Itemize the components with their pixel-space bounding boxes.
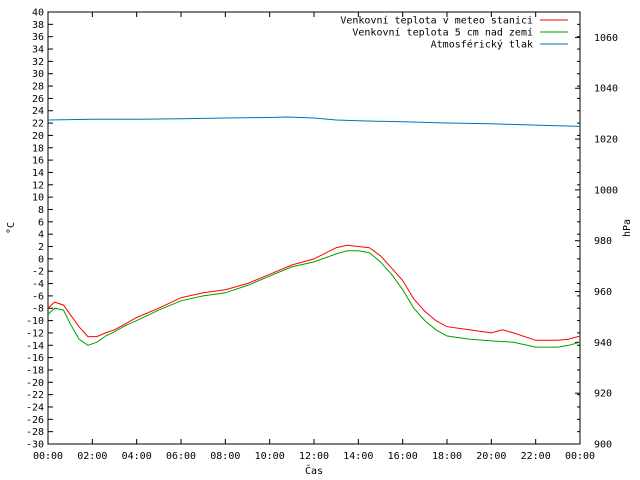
left-tick-label: -20 [26, 378, 44, 389]
left-tick-label: 36 [32, 32, 44, 43]
x-tick-label: 18:00 [432, 451, 462, 462]
left-tick-label: 34 [32, 45, 44, 56]
x-tick-label: 10:00 [255, 451, 285, 462]
left-tick-label: -10 [26, 316, 44, 327]
legend-entry-label: Venkovní teplota v meteo stanici [340, 15, 533, 27]
x-axis-title: Čas [305, 464, 323, 477]
x-tick-label: 02:00 [77, 451, 107, 462]
legend-entry-label: Atmosférický tlak [431, 39, 533, 51]
right-tick-label: 960 [594, 287, 612, 298]
left-tick-label: 14 [32, 168, 44, 179]
left-tick-label: -6 [32, 291, 44, 302]
right-tick-label: 940 [594, 338, 612, 349]
left-tick-label: 0 [38, 254, 44, 265]
right-tick-label: 1060 [594, 33, 618, 44]
left-tick-label: -12 [26, 328, 44, 339]
left-tick-label: -18 [26, 365, 44, 376]
left-tick-label: 4 [38, 230, 44, 241]
left-tick-label: 30 [32, 69, 44, 80]
right-tick-label: 1020 [594, 135, 618, 146]
left-tick-label: 38 [32, 20, 44, 31]
left-axis: 4038363432302826242220181614121086420-2-… [26, 8, 580, 451]
x-tick-label: 06:00 [166, 451, 196, 462]
x-tick-label: 08:00 [210, 451, 240, 462]
left-tick-label: -22 [26, 390, 44, 401]
right-tick-label: 900 [594, 440, 612, 451]
left-tick-label: 20 [32, 131, 44, 142]
left-tick-label: 24 [32, 106, 44, 117]
left-tick-label: -28 [26, 427, 44, 438]
plot-frame [47, 11, 581, 445]
series-line-0 [47, 244, 581, 341]
left-tick-label: -24 [26, 402, 44, 413]
right-tick-label: 1000 [594, 185, 618, 196]
y-axis-title-left: °C [6, 222, 17, 234]
right-tick-label: 1040 [594, 84, 618, 95]
series-line-1 [47, 250, 581, 348]
legend-entry-label: Venkovní teplota 5 cm nad zemí [352, 27, 533, 39]
right-tick-label: 980 [594, 236, 612, 247]
y-axis-title-right: hPa [622, 219, 633, 237]
x-tick-label: 14:00 [343, 451, 373, 462]
left-tick-label: 12 [32, 180, 44, 191]
left-tick-label: -26 [26, 415, 44, 426]
series-lines [47, 116, 581, 348]
left-tick-label: -2 [32, 267, 44, 278]
left-tick-label: 32 [32, 57, 44, 68]
left-tick-label: 40 [32, 8, 44, 19]
left-tick-label: 28 [32, 82, 44, 93]
x-tick-label: 00:00 [33, 451, 63, 462]
left-tick-label: 8 [38, 205, 44, 216]
x-tick-label: 04:00 [122, 451, 152, 462]
left-tick-label: 6 [38, 217, 44, 228]
left-tick-label: 2 [38, 242, 44, 253]
left-tick-label: 16 [32, 156, 44, 167]
x-tick-label: 00:00 [565, 451, 595, 462]
left-tick-label: -16 [26, 353, 44, 364]
x-tick-label: 16:00 [388, 451, 418, 462]
right-tick-label: 920 [594, 389, 612, 400]
left-tick-label: -14 [26, 341, 44, 352]
x-tick-label: 20:00 [476, 451, 506, 462]
left-tick-label: 22 [32, 119, 44, 130]
series-line-2 [47, 116, 581, 127]
left-tick-label: -30 [26, 440, 44, 451]
left-tick-label: 18 [32, 143, 44, 154]
x-tick-label: 12:00 [299, 451, 329, 462]
left-tick-label: -8 [32, 304, 44, 315]
x-tick-label: 22:00 [521, 451, 551, 462]
left-tick-label: 10 [32, 193, 44, 204]
left-tick-label: 26 [32, 94, 44, 105]
right-axis: 1060 1040 1020 1000 980 960 940 920 900 [575, 33, 618, 451]
x-axis: 00:00 02:00 04:00 06:00 08:00 10:00 12:00 14:00… [33, 12, 595, 462]
left-tick-label: -4 [32, 279, 44, 290]
legend: Venkovní teplota v meteo staniciVenkovní… [340, 15, 568, 51]
